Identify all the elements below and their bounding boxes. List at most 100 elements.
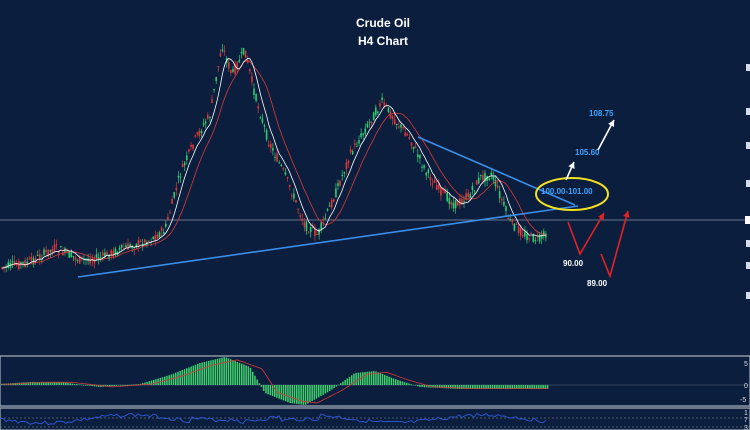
candle-body bbox=[291, 195, 293, 197]
candle-body bbox=[57, 251, 60, 254]
macd-bar bbox=[155, 379, 157, 385]
macd-bar bbox=[65, 382, 67, 385]
macd-bar bbox=[335, 385, 338, 387]
candle-body bbox=[408, 137, 411, 139]
candle-body bbox=[303, 222, 306, 228]
candle-body bbox=[125, 245, 127, 248]
candle-body bbox=[517, 226, 520, 234]
candle-body bbox=[391, 116, 394, 119]
macd-bar bbox=[384, 374, 386, 385]
candle-body bbox=[307, 232, 310, 234]
macd-bar bbox=[489, 385, 492, 389]
macd-bar bbox=[131, 384, 133, 386]
macd-bar bbox=[137, 384, 140, 385]
macd-bar bbox=[379, 373, 382, 385]
ma-slow-line bbox=[1, 60, 547, 269]
macd-bar bbox=[128, 384, 131, 386]
candle-body bbox=[379, 103, 381, 107]
macd-tick-neg5: -5 bbox=[740, 397, 746, 404]
candle-body bbox=[45, 250, 47, 252]
candle-body bbox=[507, 217, 509, 219]
macd-bar bbox=[337, 384, 340, 386]
macd-bar bbox=[188, 367, 190, 385]
candle-body bbox=[530, 232, 532, 234]
macd-bar bbox=[357, 372, 360, 385]
macd-bar bbox=[320, 385, 322, 397]
macd-bar bbox=[386, 375, 388, 385]
arrows-group bbox=[565, 119, 630, 279]
candle-body bbox=[173, 192, 175, 198]
macd-bar bbox=[476, 385, 478, 389]
rsi-panel-frame bbox=[0, 407, 750, 430]
candle-body bbox=[433, 180, 436, 183]
candle-body bbox=[299, 215, 301, 217]
macd-bar bbox=[419, 385, 421, 387]
candle-body bbox=[505, 206, 507, 212]
macd-bar bbox=[247, 366, 250, 385]
macd-bar bbox=[494, 385, 496, 389]
candle-body bbox=[383, 102, 385, 106]
macd-bar bbox=[540, 385, 542, 389]
macd-bar bbox=[353, 373, 355, 385]
candle-body bbox=[131, 245, 133, 249]
macd-bar bbox=[524, 385, 527, 389]
macd-bar bbox=[181, 370, 184, 385]
candle-body bbox=[387, 107, 390, 113]
candle-body bbox=[328, 205, 331, 207]
macd-bar bbox=[311, 385, 313, 401]
macd-bar bbox=[109, 385, 111, 387]
candle-body bbox=[51, 249, 54, 254]
candle-body bbox=[47, 249, 49, 257]
candle-body bbox=[398, 126, 400, 128]
candle-body bbox=[198, 130, 201, 136]
candle-body bbox=[318, 229, 320, 235]
candle-body bbox=[263, 125, 266, 127]
macd-bar bbox=[56, 382, 58, 385]
macd-bar bbox=[146, 381, 148, 385]
candle-body bbox=[312, 226, 314, 229]
macd-bar bbox=[263, 385, 265, 391]
macd-bar bbox=[410, 384, 412, 385]
candle-body bbox=[179, 176, 182, 178]
candle-body bbox=[465, 193, 467, 201]
candle-body bbox=[267, 144, 270, 147]
candle-body bbox=[513, 223, 516, 231]
macd-bar bbox=[69, 383, 71, 385]
candle-body bbox=[242, 47, 245, 55]
candle-body bbox=[343, 172, 346, 174]
resistance-trendline bbox=[417, 136, 576, 206]
macd-bar bbox=[82, 384, 85, 386]
macd-bar bbox=[249, 368, 252, 385]
candle-body bbox=[356, 145, 358, 147]
macd-bar bbox=[344, 380, 346, 385]
macd-bar bbox=[300, 385, 302, 405]
macd-bar bbox=[71, 383, 74, 385]
macd-bar bbox=[527, 385, 529, 389]
macd-bar bbox=[210, 360, 212, 385]
candle-body bbox=[375, 107, 377, 116]
macd-bar bbox=[274, 385, 276, 397]
candle-body bbox=[190, 144, 192, 147]
macd-bar bbox=[465, 385, 467, 389]
candle-body bbox=[362, 133, 364, 136]
candle-body bbox=[322, 218, 325, 221]
macd-bar bbox=[485, 385, 487, 389]
macd-bar bbox=[172, 373, 175, 385]
macd-bar bbox=[199, 363, 201, 385]
candle-body bbox=[148, 240, 150, 242]
candle-body bbox=[253, 88, 255, 95]
macd-bar bbox=[62, 382, 65, 385]
candle-body bbox=[26, 261, 28, 264]
candle-body bbox=[181, 164, 184, 168]
price-panel: 100.00-101.00 105.60 108.75 90.00 89.00 … bbox=[0, 16, 750, 299]
candle-body bbox=[412, 146, 415, 149]
support-trendline bbox=[77, 205, 579, 278]
candles-group bbox=[1, 43, 547, 273]
macd-bar bbox=[168, 375, 170, 385]
macd-bar bbox=[122, 385, 124, 386]
macd-bar bbox=[381, 374, 384, 385]
macd-bar bbox=[326, 385, 329, 393]
candle-body bbox=[526, 233, 528, 241]
candle-body bbox=[419, 154, 421, 159]
macd-bar bbox=[538, 385, 540, 389]
